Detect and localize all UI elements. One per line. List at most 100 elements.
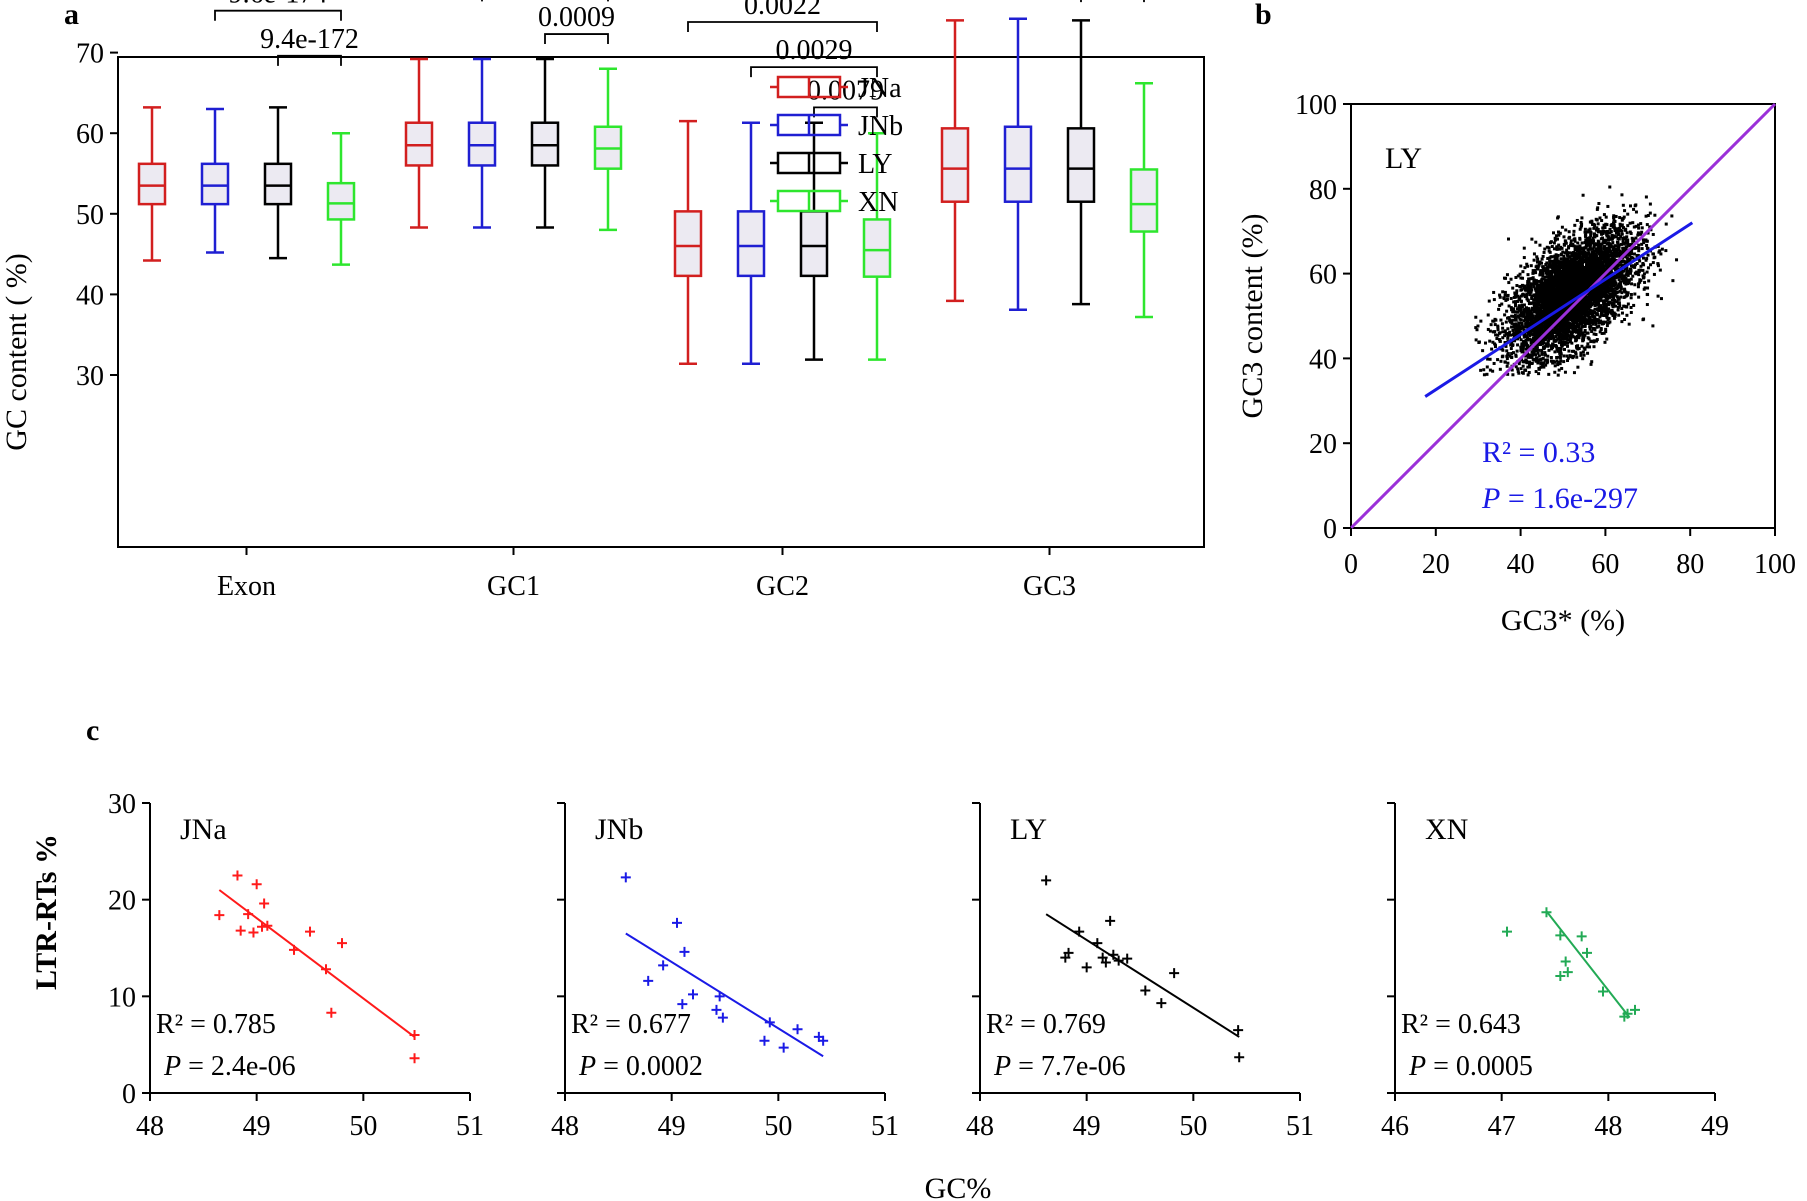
scatter-point [1559, 257, 1563, 261]
scatter-point [1587, 280, 1591, 284]
scatter-point [1606, 302, 1610, 306]
scatter-point [1526, 336, 1530, 340]
scatter-point [1526, 317, 1530, 321]
scatter-point [1630, 248, 1634, 252]
scatter-point [1531, 307, 1535, 311]
scatter-point [1603, 226, 1607, 230]
scatter-point [1573, 284, 1577, 288]
scatter-point [1555, 355, 1559, 359]
scatter-point [1553, 360, 1557, 364]
scatter-point [1549, 328, 1553, 332]
scatter-point [1551, 330, 1555, 334]
scatter-point [1624, 290, 1628, 294]
scatter-point [1612, 260, 1616, 264]
scatter-point [1651, 261, 1655, 265]
scatter-point [1554, 238, 1558, 242]
scatter-point [1552, 317, 1556, 321]
scatter-point [1591, 298, 1595, 302]
scatter-point [1506, 361, 1510, 365]
scatter-point [1586, 305, 1590, 309]
scatter-point [1617, 227, 1621, 231]
scatter-point [1592, 243, 1596, 247]
scatter-point [1671, 279, 1675, 283]
scatter-point [1615, 248, 1619, 252]
scatter-point [1597, 324, 1601, 328]
scatter-point [1588, 312, 1592, 316]
scatter-point [1608, 231, 1612, 235]
scatter-point [1558, 329, 1562, 333]
scatter-point [1534, 265, 1538, 269]
scatter-point [1563, 337, 1567, 341]
scatter-point [1566, 307, 1570, 311]
scatter-point [1628, 243, 1632, 247]
scatter-point [1617, 278, 1621, 282]
scatter-point [1558, 356, 1562, 360]
scatter-point [1488, 339, 1492, 343]
scatter-point [1572, 251, 1576, 255]
scatter-point [1570, 254, 1574, 258]
box-iqr [137, 162, 167, 206]
scatter-point [1615, 265, 1619, 269]
scatter-point [1556, 215, 1560, 219]
scatter-point [1634, 210, 1638, 214]
scatter-point [1555, 270, 1559, 274]
scatter-point [1522, 246, 1526, 250]
scatter-point [1602, 314, 1606, 318]
scatter-point [1586, 342, 1590, 346]
scatter-point [1592, 318, 1596, 322]
scatter-point [1588, 300, 1592, 304]
scatter-point [1639, 278, 1643, 282]
scatter-point [1559, 332, 1563, 336]
scatter-point [1555, 294, 1559, 298]
scatter-point [1510, 343, 1514, 347]
scatter-point [1607, 253, 1611, 257]
scatter-point [1509, 333, 1513, 337]
scatter-point [1660, 247, 1664, 251]
scatter-point [1542, 365, 1546, 369]
scatter-point [1523, 295, 1527, 299]
scatter-point [1532, 285, 1536, 289]
scatter-point [1557, 335, 1561, 339]
scatter-point [1600, 311, 1604, 315]
scatter-point [1545, 308, 1549, 312]
scatter-point [1635, 254, 1639, 258]
scatter-point [1589, 234, 1593, 238]
scatter-point [1590, 330, 1594, 334]
scatter-point [1479, 368, 1483, 372]
scatter-point [1575, 320, 1579, 324]
significance-bracket: 2.4e-231 [1080, 0, 1145, 3]
scatter-point [1608, 185, 1612, 189]
scatter-point [1556, 230, 1560, 234]
box-iqr [673, 210, 703, 278]
scatter-point [1652, 272, 1656, 276]
scatter-point [1627, 279, 1631, 283]
scatter-point [1529, 282, 1533, 286]
scatter-point [1515, 289, 1519, 293]
scatter-point [1590, 313, 1594, 317]
scatter-point [1577, 331, 1581, 335]
scatter-point [1572, 300, 1576, 304]
scatter-point [1579, 250, 1583, 254]
scatter-point [1582, 249, 1586, 253]
scatter-point [1493, 323, 1497, 327]
scatter-point [1578, 227, 1582, 231]
scatter-point [1555, 359, 1559, 363]
scatter-point [1612, 277, 1616, 281]
scatter-point [1576, 302, 1580, 306]
scatter-point [1490, 347, 1494, 351]
scatter-point [1552, 282, 1556, 286]
scatter-point [1560, 225, 1564, 229]
scatter-point [1535, 255, 1539, 259]
scatter-point [1503, 313, 1507, 317]
scatter-point [1586, 230, 1590, 234]
p-value-label: 0.0079 [807, 75, 884, 106]
scatter-point [1517, 305, 1521, 309]
scatter-point [1624, 245, 1628, 249]
scatter-point [1538, 332, 1542, 336]
scatter-point [1576, 316, 1580, 320]
bracket-line [1080, 0, 1145, 3]
scatter-point [1554, 314, 1558, 318]
scatter-point [1516, 299, 1520, 303]
panel-label-a: a [64, 0, 79, 31]
